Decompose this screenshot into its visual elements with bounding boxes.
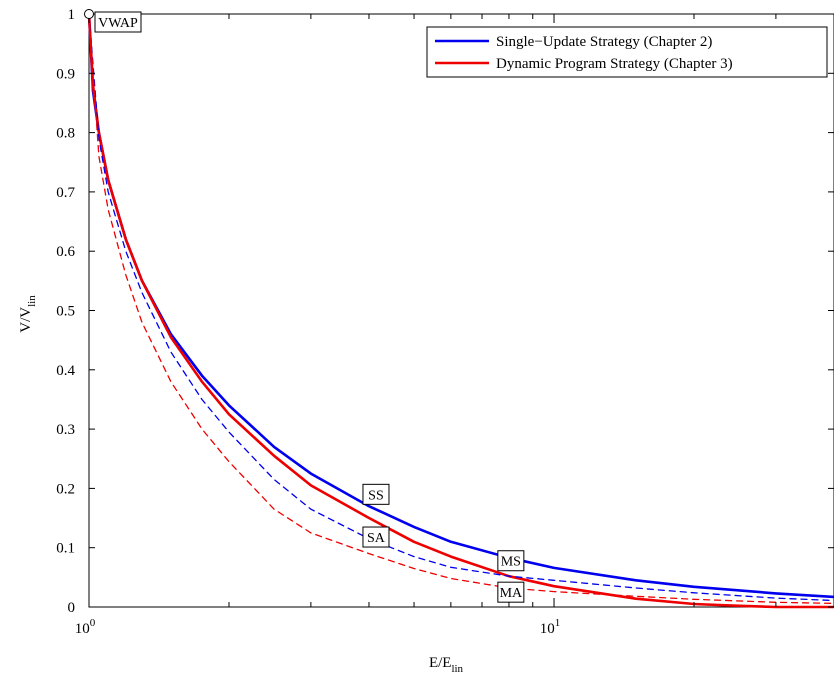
y-tick-label: 0.4	[56, 363, 75, 379]
annotation-box	[497, 581, 525, 603]
annotation-label: SS	[368, 488, 384, 503]
annotation-label: SA	[367, 531, 386, 546]
annotation-label: VWAP	[98, 16, 138, 31]
x-tick-label: 101	[540, 617, 561, 637]
annotation-label: MS	[501, 555, 521, 570]
x-axis-title: E/Elin	[429, 655, 464, 675]
x-axis-title-main: E/E	[429, 655, 452, 671]
vwap-marker	[84, 9, 94, 19]
x-tick-label: 100	[75, 617, 96, 637]
annotation-ms: MS	[497, 550, 525, 572]
y-tick-label: 0.9	[56, 66, 75, 82]
legend: Single−Update Strategy (Chapter 2) Dynami…	[426, 26, 828, 78]
annotation-box	[362, 483, 390, 505]
annotation-ss: SS	[362, 483, 390, 505]
legend-label-ms: Dynamic Program Strategy (Chapter 3)	[496, 56, 733, 72]
annotation-ma: MA	[497, 581, 525, 603]
annotation-box	[497, 550, 525, 572]
y-tick-label: 0.5	[56, 304, 75, 320]
annotation-label: MA	[500, 586, 523, 601]
series-line-ma	[88, 13, 834, 605]
y-tick-label: 1	[68, 7, 76, 23]
y-axis-title-main: V/V	[18, 307, 34, 333]
y-tick-label: 0.8	[56, 126, 75, 142]
legend-box	[426, 26, 828, 78]
annotation-sa: SA	[362, 526, 390, 548]
series-layer	[87, 12, 834, 609]
series-line-sa	[88, 13, 834, 602]
y-tick-label: 0.3	[56, 422, 75, 438]
annotation-vwap: VWAP	[84, 9, 142, 33]
y-tick-label: 0.7	[56, 185, 75, 201]
y-tick-label: 0.2	[56, 481, 75, 497]
x-axis-title-subscript: lin	[451, 663, 463, 675]
y-tick-label: 0	[68, 600, 76, 616]
annotation-box	[362, 526, 390, 548]
y-tick-label: 0.1	[56, 541, 75, 557]
annotation-layer: VWAP SS SA MS MA	[84, 9, 525, 603]
legend-label-ss: Single−Update Strategy (Chapter 2)	[496, 34, 712, 50]
y-tick-label: 0.6	[56, 244, 75, 260]
y-axis-title: V/Vlin	[18, 295, 38, 333]
y-axis-title-subscript: lin	[26, 295, 38, 307]
ticks-layer: 0 0.1 0.2 0.3 0.4 0.5 0.6 0.7 0.8 0.9 1 100 101	[56, 7, 834, 637]
annotation-box	[94, 11, 142, 33]
series-line-ms	[87, 12, 834, 609]
